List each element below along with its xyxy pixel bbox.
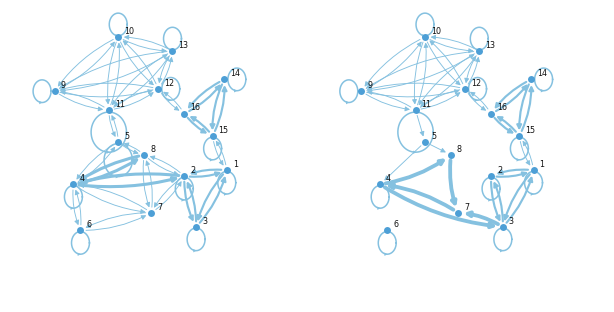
Text: 1: 1	[540, 160, 545, 169]
Text: 6: 6	[393, 220, 398, 229]
Text: 11: 11	[421, 100, 432, 109]
Text: 14: 14	[537, 69, 547, 78]
Text: 9: 9	[60, 81, 66, 90]
Text: 15: 15	[219, 126, 228, 135]
Text: 2: 2	[497, 166, 502, 175]
Text: 6: 6	[87, 220, 91, 229]
Text: 1: 1	[233, 160, 238, 169]
Text: 5: 5	[431, 132, 436, 141]
Text: 16: 16	[497, 103, 507, 112]
Text: 13: 13	[179, 41, 188, 50]
Text: 14: 14	[230, 69, 240, 78]
Text: 4: 4	[386, 174, 391, 183]
Text: 11: 11	[115, 100, 125, 109]
Text: 8: 8	[457, 145, 462, 154]
Text: 3: 3	[509, 217, 514, 226]
Text: 8: 8	[150, 145, 155, 154]
Text: 10: 10	[124, 27, 134, 36]
Text: 9: 9	[367, 81, 372, 90]
Text: 5: 5	[124, 132, 130, 141]
Text: 7: 7	[464, 202, 469, 212]
Text: 4: 4	[79, 174, 84, 183]
Text: 16: 16	[190, 103, 200, 112]
Text: 10: 10	[431, 27, 441, 36]
Text: 15: 15	[525, 126, 535, 135]
Text: 3: 3	[202, 217, 207, 226]
Text: 12: 12	[471, 79, 481, 88]
Text: 12: 12	[164, 79, 174, 88]
Text: 2: 2	[190, 166, 195, 175]
Text: 7: 7	[157, 202, 162, 212]
Text: 13: 13	[485, 41, 495, 50]
